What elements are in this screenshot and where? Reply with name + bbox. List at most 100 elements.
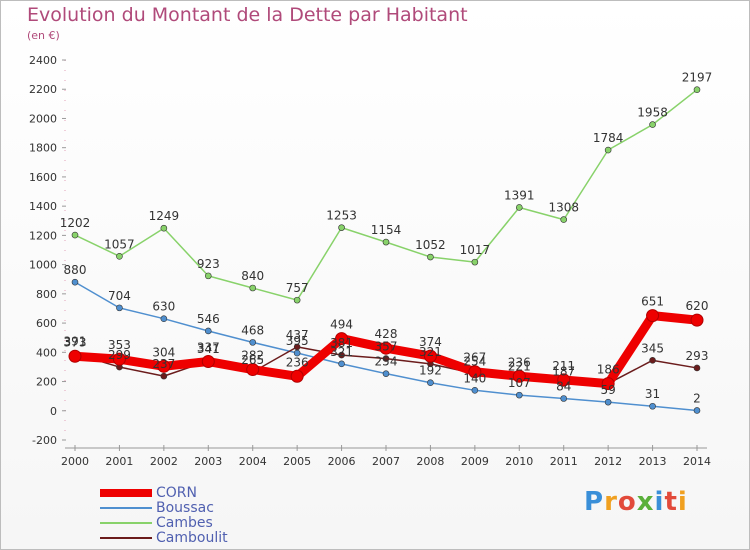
y-tick-label: 1800 (29, 142, 57, 155)
y-tick-label: 0 (50, 405, 57, 418)
data-label-corn: 282 (241, 349, 264, 363)
data-label-boussac: 84 (556, 379, 571, 393)
data-point-corn (335, 332, 349, 346)
data-point-corn (468, 365, 482, 379)
data-point-cambes (338, 224, 345, 231)
logo-letter: P (584, 487, 605, 517)
data-label-cambes: 1154 (371, 223, 402, 237)
x-tick-label: 2012 (594, 455, 622, 468)
data-point-corn (201, 355, 215, 369)
data-point-cambes (116, 252, 123, 260)
data-label-cambes: 1202 (60, 216, 91, 230)
data-label-cambes: 1249 (149, 209, 180, 223)
proxiti-logo: Proxiti (584, 487, 688, 517)
data-label-cambes: 1308 (548, 201, 579, 215)
data-point-corn (690, 313, 704, 327)
chart-subtitle: (en €) (27, 29, 60, 42)
x-tick-label: 2007 (372, 455, 400, 468)
data-label-cambes: 1253 (326, 209, 357, 223)
data-point-boussac (427, 379, 434, 387)
data-label-camboulit: 254 (463, 355, 486, 369)
data-label-boussac: 395 (286, 334, 309, 348)
data-point-cambes (204, 272, 212, 280)
data-label-camboulit: 391 (64, 335, 87, 349)
data-point-boussac (338, 360, 345, 368)
data-label-corn: 267 (463, 351, 486, 365)
data-point-camboulit (382, 355, 390, 362)
data-point-corn (379, 341, 393, 355)
data-label-corn: 236 (286, 355, 309, 369)
data-label-corn: 211 (552, 359, 575, 373)
x-tick-label: 2001 (105, 455, 133, 468)
data-point-corn (601, 377, 615, 391)
data-label-cambes: 1784 (593, 131, 624, 145)
data-point-corn (646, 309, 660, 323)
logo-letter: o (617, 487, 637, 517)
data-point-camboulit (160, 372, 168, 380)
data-point-camboulit (649, 357, 656, 364)
y-tick-label: 2200 (29, 83, 57, 96)
y-tick-label: 400 (36, 346, 57, 359)
data-label-corn: 494 (330, 318, 353, 332)
legend-item-camboulit: Camboulit (100, 530, 228, 546)
data-label-camboulit: 381 (330, 336, 353, 350)
y-tick-label: 1000 (29, 259, 57, 272)
data-label-cambes: 1057 (104, 237, 135, 251)
x-tick-label: 2003 (194, 455, 222, 468)
data-point-boussac (249, 339, 257, 346)
data-point-corn (68, 349, 82, 363)
data-point-boussac (116, 304, 123, 312)
data-label-cambes: 923 (197, 257, 220, 271)
data-point-corn (557, 373, 571, 387)
data-label-cambes: 1391 (504, 188, 535, 202)
data-label-camboulit: 437 (286, 328, 309, 342)
data-label-camboulit: 299 (108, 348, 131, 362)
data-label-corn: 374 (419, 335, 442, 349)
x-tick-label: 2011 (550, 455, 578, 468)
logo-letter: i (677, 487, 688, 517)
data-label-camboulit: 293 (686, 349, 709, 363)
data-label-camboulit: 187 (552, 364, 575, 378)
data-label-boussac: 630 (152, 300, 175, 314)
data-point-cambes (427, 253, 434, 261)
data-label-cambes: 2197 (682, 71, 713, 85)
data-point-corn (246, 363, 260, 377)
data-label-boussac: 140 (463, 371, 486, 385)
x-tick-label: 2002 (150, 455, 178, 468)
y-tick-label: 800 (36, 288, 57, 301)
data-label-boussac: 192 (419, 364, 442, 378)
logo-letter: t (664, 487, 678, 517)
data-label-boussac: 59 (601, 383, 616, 397)
data-point-camboulit (693, 364, 701, 372)
data-label-boussac: 880 (64, 263, 87, 277)
x-tick-label: 2005 (283, 455, 311, 468)
data-label-boussac: 107 (508, 376, 531, 390)
data-point-boussac (560, 395, 568, 402)
legend-label: CORN (156, 485, 197, 501)
data-label-boussac: 704 (108, 289, 131, 303)
y-tick-label: 1400 (29, 200, 57, 213)
legend-item-corn: CORN (100, 485, 197, 501)
y-tick-label: 1600 (29, 171, 57, 184)
y-tick-label: 600 (36, 317, 57, 330)
logo-letter: x (636, 487, 655, 517)
x-tick-label: 2006 (328, 455, 356, 468)
legend-label: Boussac (156, 500, 214, 516)
y-tick-label: 2400 (29, 54, 57, 67)
data-point-cambes (471, 258, 479, 266)
data-label-corn: 620 (686, 299, 709, 313)
x-tick-label: 2004 (239, 455, 267, 468)
y-tick-label: -200 (32, 434, 57, 447)
data-label-camboulit: 341 (197, 342, 220, 356)
data-label-boussac: 321 (330, 345, 353, 359)
x-tick-label: 2000 (61, 455, 89, 468)
data-label-camboulit: 357 (375, 340, 398, 354)
x-tick-label: 2009 (461, 455, 489, 468)
data-point-corn (512, 369, 526, 383)
data-label-cambes: 1958 (637, 106, 668, 120)
data-point-boussac (204, 327, 212, 335)
data-label-corn: 373 (64, 335, 87, 349)
legend-item-cambes: Cambes (100, 515, 213, 531)
